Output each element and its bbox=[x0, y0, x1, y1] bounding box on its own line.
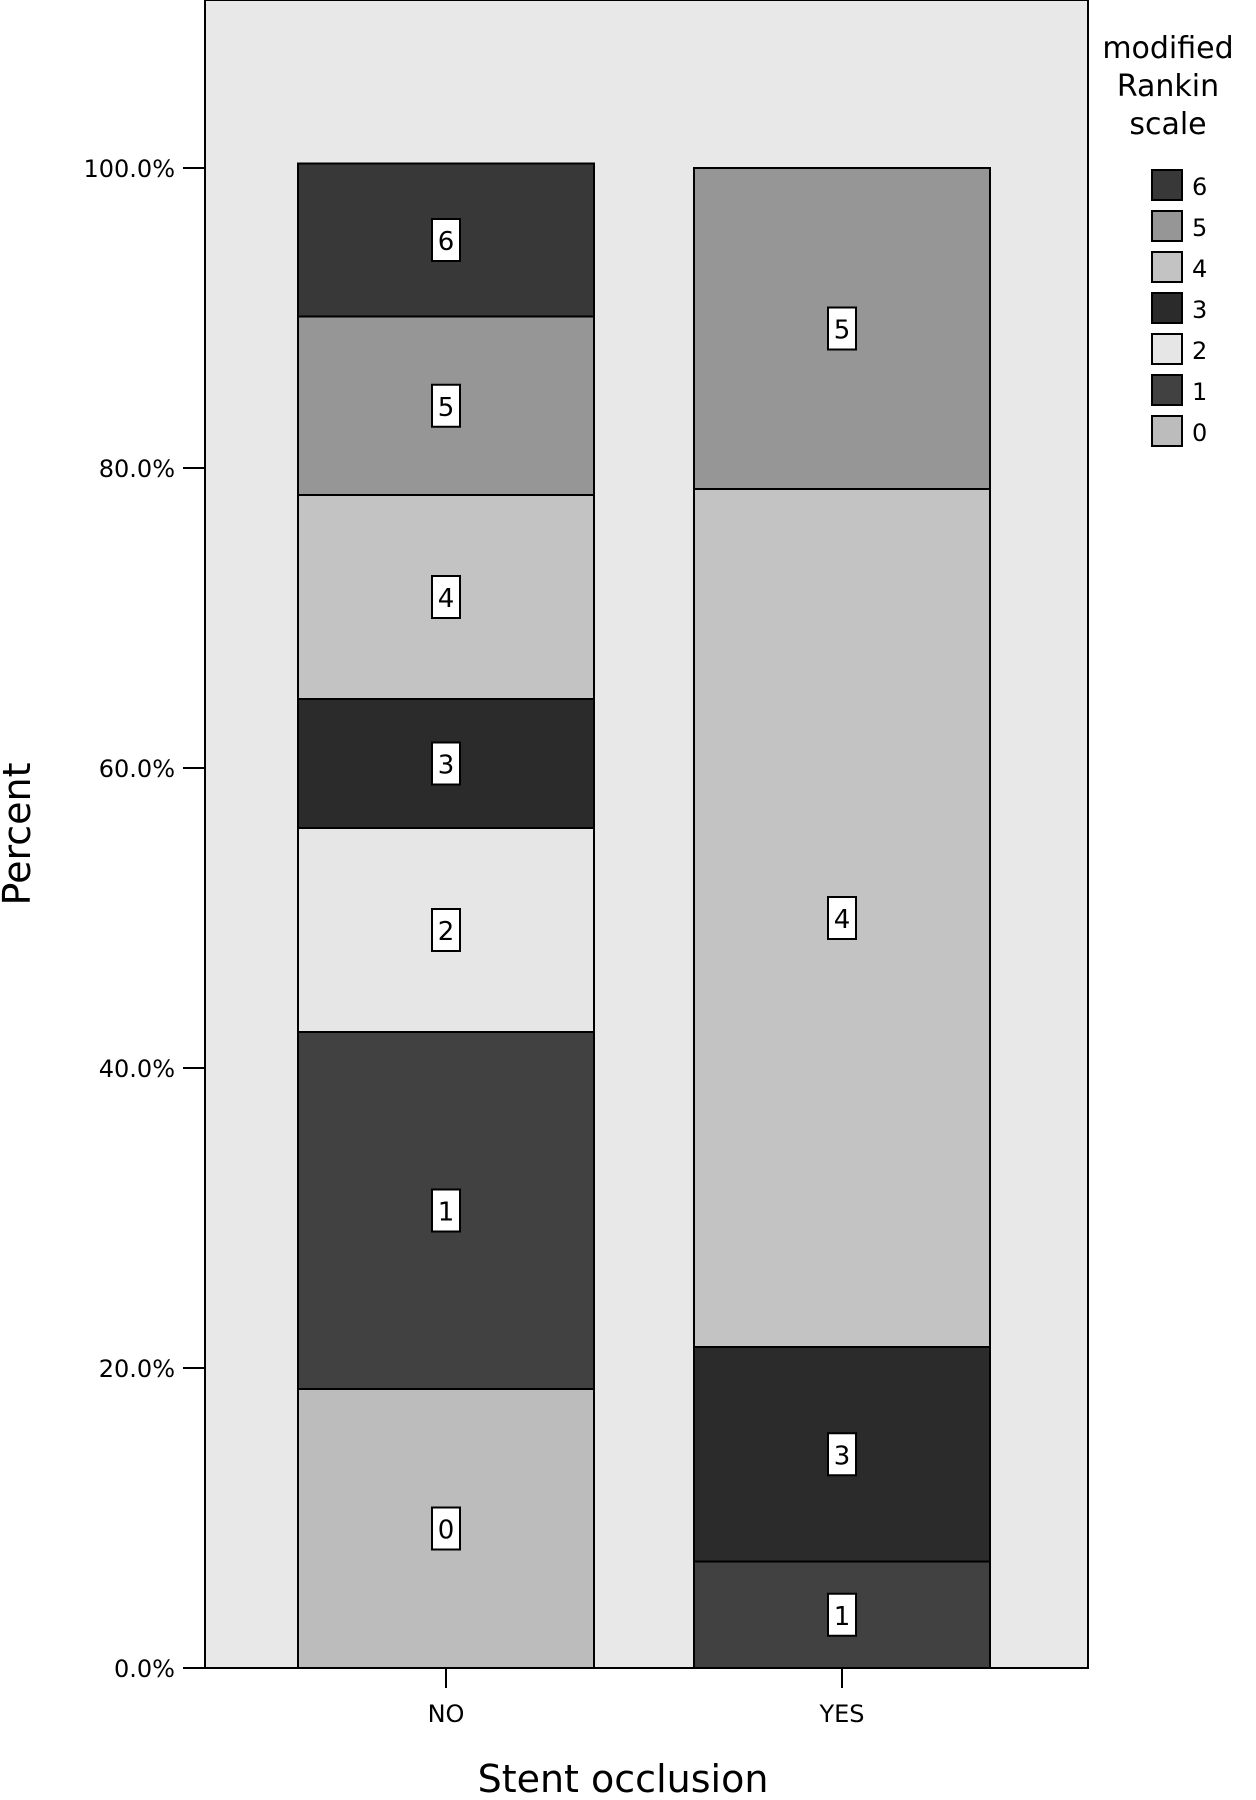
segment-label: 4 bbox=[834, 905, 851, 935]
segment-label: 3 bbox=[834, 1441, 851, 1471]
segment-label-box bbox=[431, 383, 461, 428]
segment-label: 2 bbox=[438, 917, 455, 947]
segment-label-box bbox=[827, 306, 857, 351]
segment-label: 5 bbox=[438, 393, 455, 423]
y-tick-label: 20.0% bbox=[99, 1355, 175, 1383]
segment-label-box bbox=[431, 741, 461, 786]
segment-label-box bbox=[827, 1592, 857, 1637]
y-tick-label: 0.0% bbox=[114, 1655, 175, 1683]
x-tick-label-yes: YES bbox=[818, 1700, 864, 1728]
segment-label-box bbox=[431, 1506, 461, 1551]
y-tick-label: 40.0% bbox=[99, 1055, 175, 1083]
x-tick-label-no: NO bbox=[428, 1700, 465, 1728]
segment-label: 5 bbox=[834, 316, 851, 346]
legend: modified Rankin scale 6 5 4 3 2 1 0 bbox=[1102, 31, 1234, 447]
x-axis: NO YES bbox=[428, 1668, 865, 1728]
y-axis-title: Percent bbox=[0, 763, 39, 906]
segment-label: 0 bbox=[438, 1516, 455, 1546]
legend-label-4: 4 bbox=[1192, 255, 1207, 283]
legend-label-5: 5 bbox=[1192, 214, 1207, 242]
legend-title-line-1: modified bbox=[1102, 31, 1233, 66]
segment-label-box bbox=[827, 1432, 857, 1477]
segment-label-box bbox=[431, 575, 461, 619]
legend-label-6: 6 bbox=[1192, 173, 1207, 201]
segment-label: 1 bbox=[438, 1198, 455, 1228]
bar-segment-no-6 bbox=[297, 162, 595, 318]
y-tick-label: 60.0% bbox=[99, 755, 175, 783]
bars-layer: 0 1 2 3 4 5 6 1 3 4 5 bbox=[297, 162, 991, 1669]
legend-swatch-5 bbox=[1151, 210, 1183, 242]
legend-swatch-0 bbox=[1151, 415, 1183, 447]
y-tick-label: 100.0% bbox=[83, 155, 175, 183]
legend-swatch-2 bbox=[1151, 333, 1183, 365]
legend-swatch-3 bbox=[1151, 292, 1183, 324]
legend-swatch-1 bbox=[1151, 374, 1183, 406]
segment-label: 3 bbox=[438, 751, 455, 781]
segment-label: 6 bbox=[438, 227, 455, 257]
legend-swatch-4 bbox=[1151, 251, 1183, 283]
legend-label-1: 1 bbox=[1192, 378, 1207, 406]
segment-label-box bbox=[431, 908, 461, 952]
legend-title-line-3: scale bbox=[1129, 107, 1206, 142]
segment-label: 1 bbox=[834, 1602, 851, 1632]
y-axis: 0.0% 20.0% 40.0% 60.0% 80.0% 100.0% bbox=[83, 155, 205, 1683]
y-tick-label: 80.0% bbox=[99, 455, 175, 483]
legend-label-0: 0 bbox=[1192, 419, 1207, 447]
segment-label-box bbox=[431, 218, 461, 262]
segment-label-box bbox=[431, 1188, 461, 1233]
legend-swatch-6 bbox=[1151, 169, 1183, 201]
segment-label-box bbox=[827, 896, 857, 940]
x-axis-title: Stent occlusion bbox=[478, 1757, 769, 1800]
legend-label-2: 2 bbox=[1192, 337, 1207, 365]
legend-label-3: 3 bbox=[1192, 296, 1207, 324]
legend-title-line-2: Rankin bbox=[1117, 69, 1219, 104]
segment-label: 4 bbox=[438, 584, 455, 614]
